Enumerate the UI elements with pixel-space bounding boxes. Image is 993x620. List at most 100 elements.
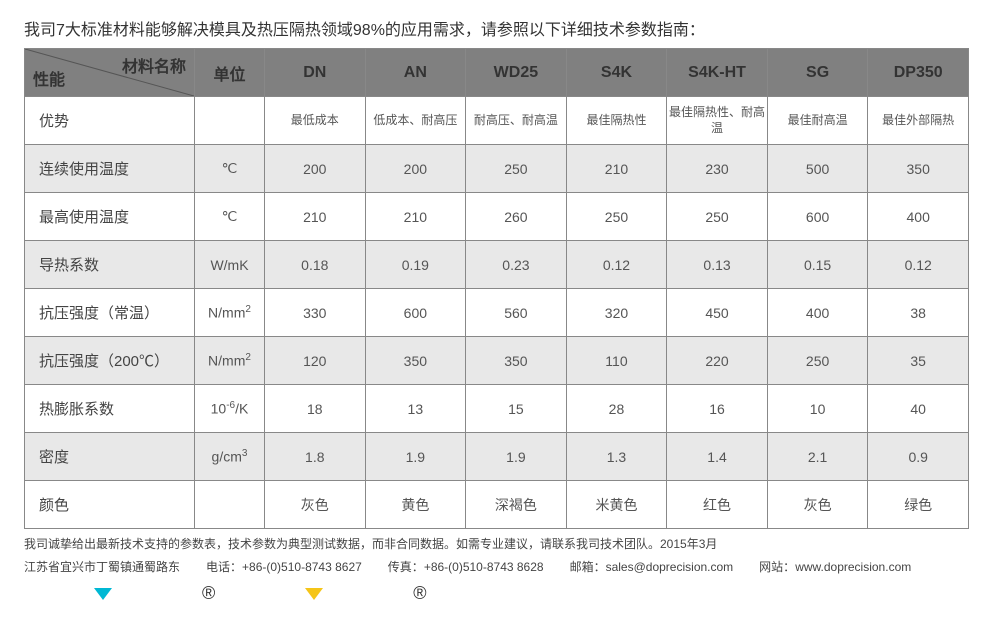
value-cell: 600 bbox=[365, 289, 466, 337]
value-cell: 15 bbox=[466, 385, 567, 433]
value-cell: 低成本、耐高压 bbox=[365, 97, 466, 145]
value-cell: 250 bbox=[466, 145, 567, 193]
unit-cell: ℃ bbox=[195, 145, 265, 193]
table-row: 优势最低成本低成本、耐高压耐高压、耐高温最佳隔热性最佳隔热性、耐高温最佳耐高温最… bbox=[25, 97, 969, 145]
unit-cell: W/mK bbox=[195, 241, 265, 289]
value-cell: 13 bbox=[365, 385, 466, 433]
value-cell: 400 bbox=[767, 289, 868, 337]
value-cell: 最佳隔热性 bbox=[566, 97, 667, 145]
mat-header: SG bbox=[767, 49, 868, 97]
table-row: 抗压强度（200℃）N/mm212035035011022025035 bbox=[25, 337, 969, 385]
value-cell: 350 bbox=[365, 337, 466, 385]
intro-text: 我司7大标准材料能够解决模具及热压隔热领域98%的应用需求，请参照以下详细技术参… bbox=[24, 16, 969, 40]
value-cell: 10 bbox=[767, 385, 868, 433]
table-row: 热膨胀系数10-6/K18131528161040 bbox=[25, 385, 969, 433]
value-cell: 450 bbox=[667, 289, 768, 337]
value-cell: 米黄色 bbox=[566, 481, 667, 529]
unit-cell: N/mm2 bbox=[195, 337, 265, 385]
value-cell: 560 bbox=[466, 289, 567, 337]
value-cell: 350 bbox=[868, 145, 969, 193]
row-label: 优势 bbox=[25, 97, 195, 145]
value-cell: 110 bbox=[566, 337, 667, 385]
web: 网站：www.doprecision.com bbox=[759, 558, 911, 575]
value-cell: 500 bbox=[767, 145, 868, 193]
value-cell: 250 bbox=[566, 193, 667, 241]
value-cell: 0.12 bbox=[566, 241, 667, 289]
value-cell: 耐高压、耐高温 bbox=[466, 97, 567, 145]
value-cell: 0.13 bbox=[667, 241, 768, 289]
value-cell: 350 bbox=[466, 337, 567, 385]
address: 江苏省宜兴市丁蜀镇通蜀路东 bbox=[24, 558, 180, 575]
table-row: 连续使用温度℃200200250210230500350 bbox=[25, 145, 969, 193]
value-cell: 28 bbox=[566, 385, 667, 433]
value-cell: 黄色 bbox=[365, 481, 466, 529]
value-cell: 1.8 bbox=[265, 433, 366, 481]
unit-cell: 10-6/K bbox=[195, 385, 265, 433]
value-cell: 0.15 bbox=[767, 241, 868, 289]
value-cell: 210 bbox=[265, 193, 366, 241]
row-label: 抗压强度（200℃） bbox=[25, 337, 195, 385]
value-cell: 38 bbox=[868, 289, 969, 337]
registered-icon: ® bbox=[413, 583, 426, 604]
mat-header: DP350 bbox=[868, 49, 969, 97]
value-cell: 16 bbox=[667, 385, 768, 433]
triangle-down-icon bbox=[305, 588, 323, 600]
value-cell: 250 bbox=[767, 337, 868, 385]
value-cell: 0.19 bbox=[365, 241, 466, 289]
value-cell: 最佳耐高温 bbox=[767, 97, 868, 145]
mat-header: S4K bbox=[566, 49, 667, 97]
unit-cell: N/mm2 bbox=[195, 289, 265, 337]
row-label: 连续使用温度 bbox=[25, 145, 195, 193]
tel: 电话：+86-(0)510-8743 8627 bbox=[206, 558, 362, 575]
value-cell: 40 bbox=[868, 385, 969, 433]
table-row: 密度g/cm31.81.91.91.31.42.10.9 bbox=[25, 433, 969, 481]
unit-cell: ℃ bbox=[195, 193, 265, 241]
value-cell: 220 bbox=[667, 337, 768, 385]
value-cell: 600 bbox=[767, 193, 868, 241]
value-cell: 230 bbox=[667, 145, 768, 193]
unit-header: 单位 bbox=[195, 49, 265, 97]
value-cell: 绿色 bbox=[868, 481, 969, 529]
value-cell: 330 bbox=[265, 289, 366, 337]
table-row: 抗压强度（常温）N/mm233060056032045040038 bbox=[25, 289, 969, 337]
value-cell: 1.9 bbox=[466, 433, 567, 481]
table-row: 导热系数W/mK0.180.190.230.120.130.150.12 bbox=[25, 241, 969, 289]
row-label: 颜色 bbox=[25, 481, 195, 529]
unit-cell bbox=[195, 481, 265, 529]
table-row: 颜色灰色黄色深褐色米黄色红色灰色绿色 bbox=[25, 481, 969, 529]
value-cell: 210 bbox=[566, 145, 667, 193]
footnote-text: 我司诚挚给出最新技术支持的参数表，技术参数为典型测试数据，而非合同数据。如需专业… bbox=[24, 535, 969, 552]
value-cell: 0.12 bbox=[868, 241, 969, 289]
value-cell: 0.9 bbox=[868, 433, 969, 481]
fax: 传真：+86-(0)510-8743 8628 bbox=[388, 558, 544, 575]
corner-mat-label: 材料名称 bbox=[122, 53, 186, 77]
value-cell: 35 bbox=[868, 337, 969, 385]
value-cell: 0.23 bbox=[466, 241, 567, 289]
row-label: 抗压强度（常温） bbox=[25, 289, 195, 337]
value-cell: 2.1 bbox=[767, 433, 868, 481]
value-cell: 1.3 bbox=[566, 433, 667, 481]
triangle-down-icon bbox=[94, 588, 112, 600]
mat-header: DN bbox=[265, 49, 366, 97]
value-cell: 260 bbox=[466, 193, 567, 241]
mat-header: WD25 bbox=[466, 49, 567, 97]
row-label: 导热系数 bbox=[25, 241, 195, 289]
value-cell: 250 bbox=[667, 193, 768, 241]
value-cell: 320 bbox=[566, 289, 667, 337]
bottom-marks: ® ® bbox=[24, 583, 969, 604]
value-cell: 210 bbox=[365, 193, 466, 241]
value-cell: 红色 bbox=[667, 481, 768, 529]
table-header-row: 性能 材料名称 单位 DN AN WD25 S4K S4K-HT SG DP35… bbox=[25, 49, 969, 97]
value-cell: 灰色 bbox=[265, 481, 366, 529]
value-cell: 18 bbox=[265, 385, 366, 433]
value-cell: 1.4 bbox=[667, 433, 768, 481]
mat-header: S4K-HT bbox=[667, 49, 768, 97]
email: 邮箱：sales@doprecision.com bbox=[570, 558, 734, 575]
value-cell: 200 bbox=[365, 145, 466, 193]
value-cell: 灰色 bbox=[767, 481, 868, 529]
row-label: 最高使用温度 bbox=[25, 193, 195, 241]
value-cell: 200 bbox=[265, 145, 366, 193]
contact-line: 江苏省宜兴市丁蜀镇通蜀路东 电话：+86-(0)510-8743 8627 传真… bbox=[24, 558, 969, 575]
unit-cell: g/cm3 bbox=[195, 433, 265, 481]
value-cell: 最佳外部隔热 bbox=[868, 97, 969, 145]
